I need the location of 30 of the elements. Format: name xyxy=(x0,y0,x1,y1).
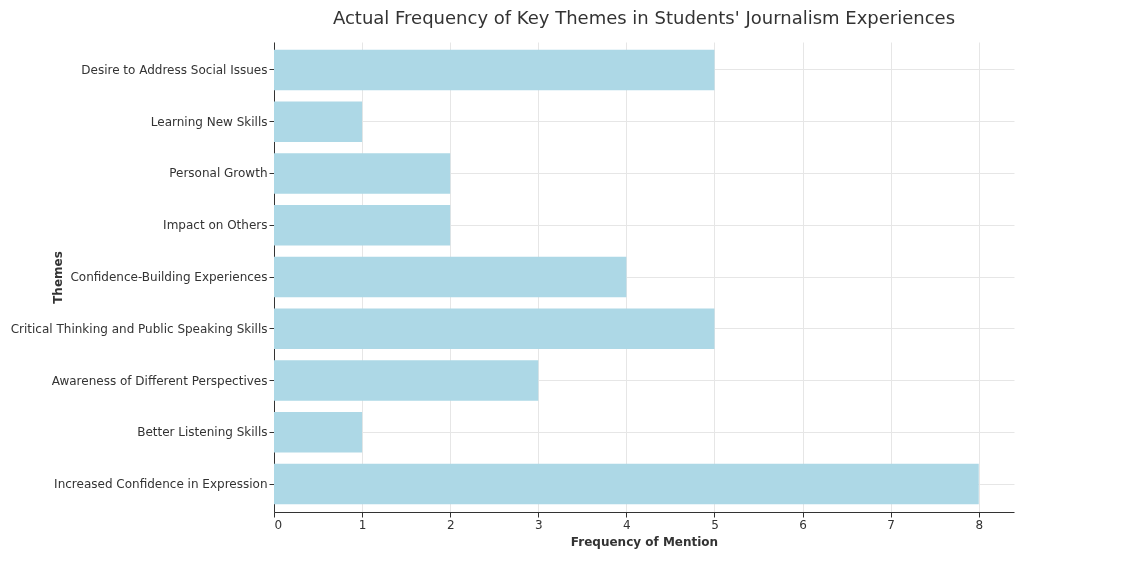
bar xyxy=(274,308,715,349)
y-tick-label: Personal Growth xyxy=(169,166,268,181)
bar xyxy=(274,153,451,194)
bar xyxy=(274,205,451,246)
x-tick-label: 8 xyxy=(975,517,984,532)
bar xyxy=(274,360,539,401)
x-tick-label: 6 xyxy=(799,517,807,532)
x-tick-label: 1 xyxy=(358,517,367,532)
y-tick-label: Awareness of Different Perspectives xyxy=(51,373,268,388)
y-axis-title: Themes xyxy=(50,251,65,304)
bar xyxy=(274,463,979,505)
chart-title: Actual Frequency of Key Themes in Students' Journalism Experiences xyxy=(332,7,956,28)
bar xyxy=(274,49,715,91)
bar xyxy=(274,101,363,142)
x-tick-label: 0 xyxy=(274,517,283,532)
y-tick-label: Increased Confidence in Expression xyxy=(54,477,268,492)
y-tick-label: Impact on Others xyxy=(163,218,268,233)
x-axis-title: Frequency of Mention xyxy=(570,534,719,549)
x-tick-label: 4 xyxy=(623,517,631,532)
bar xyxy=(274,412,363,453)
y-tick-label: Confidence-Building Experiences xyxy=(70,270,268,284)
y-tick-label: Learning New Skills xyxy=(150,114,268,129)
y-tick-label: Critical Thinking and Public Speaking Skills xyxy=(10,321,268,336)
x-tick-label: 3 xyxy=(534,517,543,532)
y-tick-label: Better Listening Skills xyxy=(137,425,268,440)
x-tick-label: 2 xyxy=(446,517,455,532)
x-tick-label: 5 xyxy=(711,517,719,532)
bar xyxy=(274,256,627,298)
y-tick-label: Desire to Address Social Issues xyxy=(81,62,268,77)
x-tick-label: 7 xyxy=(887,517,895,532)
